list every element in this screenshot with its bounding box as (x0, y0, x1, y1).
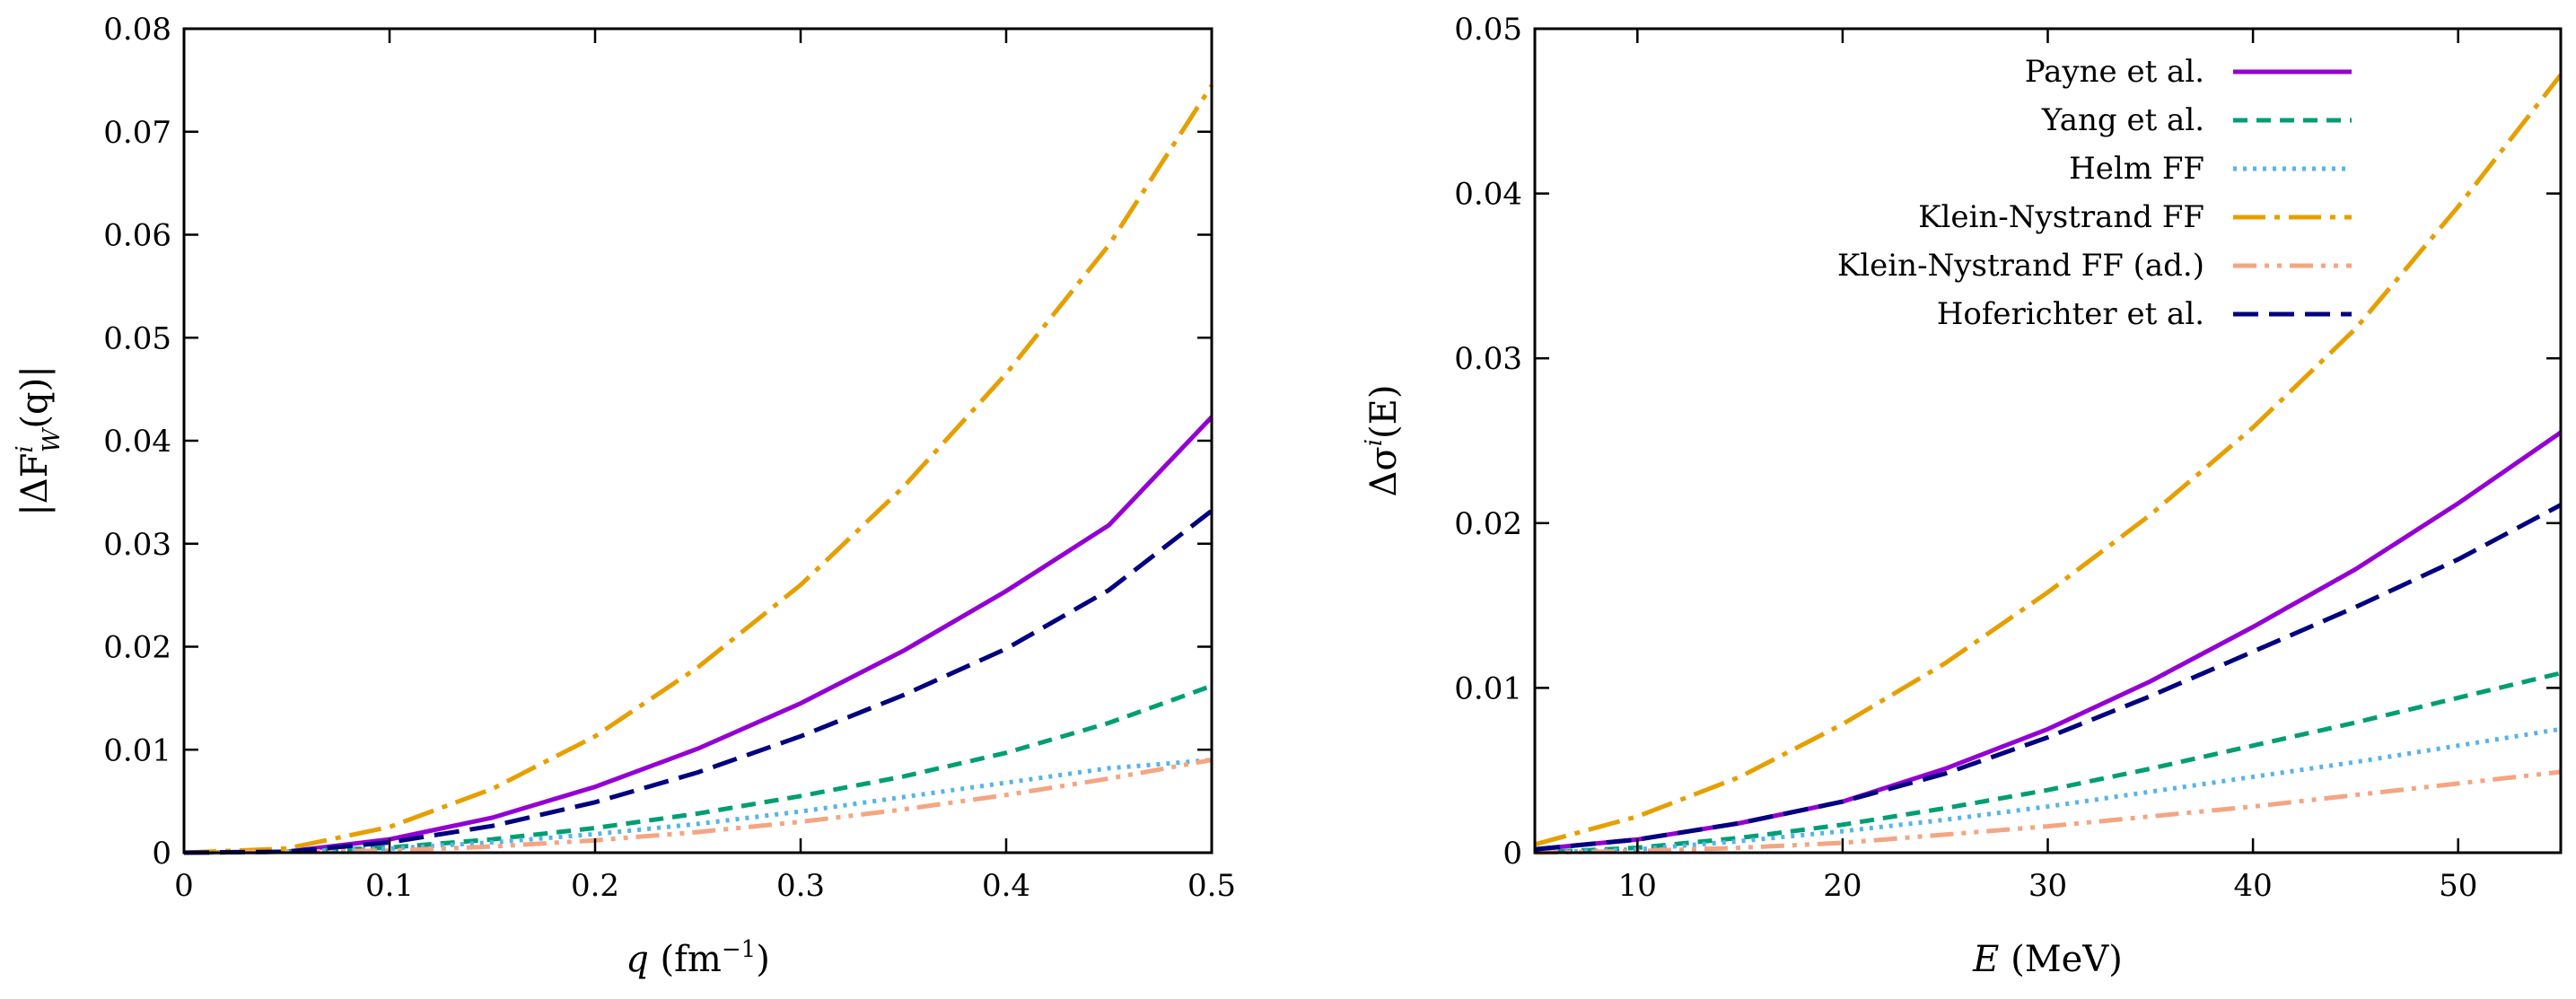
left-y-tick-label: 0.04 (103, 424, 171, 460)
right-series-klein-nystrand-ff (1534, 73, 2563, 847)
right-y-tick-label: 0.02 (1454, 506, 1522, 542)
right-y-tick-label: 0 (1503, 836, 1522, 872)
right-series-hoferichter-et-al (1534, 503, 2563, 852)
left-x-tick-label: 0 (174, 868, 194, 904)
left-plot-frame (182, 27, 1214, 854)
right-y-tick-label: 0.03 (1454, 341, 1522, 377)
left-y-tick-label: 0.08 (103, 12, 171, 48)
legend-label-hoferichter-et-al: Hoferichter et al. (1937, 296, 2204, 332)
right-y-axis-label: Δσi(E) (1361, 385, 1405, 497)
left-panel: 0 0.1 0.2 0.3 0.4 0.5 0 0.01 0.02 0.03 0.04 0.05 0.0… (12, 12, 1236, 980)
legend-label-klein-nystrand-ff-ad: Klein-Nystrand FF (ad.) (1837, 248, 2204, 284)
left-series-hoferichter-et-al (183, 509, 1214, 855)
left-x-tick-label: 0.2 (571, 868, 619, 904)
left-y-axis-label: |ΔFiW(q)| (12, 365, 66, 515)
legend-label-payne-et-al: Payne et al. (2025, 54, 2204, 90)
right-y-tick-label: 0.01 (1454, 670, 1522, 706)
left-y-tick-label: 0.01 (103, 732, 171, 768)
legend-label-helm-ff: Helm FF (2069, 151, 2204, 187)
right-series-payne-et-al (1534, 430, 2563, 852)
right-y-tick-label: 0.04 (1454, 177, 1522, 213)
left-x-axis-label: q (fm−1) (626, 936, 770, 980)
right-series-yang-et-al (1534, 670, 2562, 855)
left-y-tick-label: 0.03 (103, 527, 171, 563)
legend-label-klein-nystrand-ff: Klein-Nystrand FF (1918, 199, 2204, 235)
right-series-klein-nystrand-ff-ad (1534, 769, 2562, 855)
left-x-tick-label: 0.5 (1187, 868, 1236, 904)
left-series-yang-et-al (183, 683, 1213, 855)
right-series-group (1534, 73, 2563, 855)
right-x-tick-label: 40 (2233, 868, 2272, 904)
left-x-tick-label: 0.1 (365, 868, 414, 904)
right-series-helm-ff (1534, 726, 2562, 855)
left-y-tick-label: 0.06 (103, 218, 171, 254)
right-x-tick-label: 20 (1823, 868, 1862, 904)
right-x-axis-label: E (MeV) (1972, 939, 2123, 980)
right-y-tick-label: 0.05 (1454, 12, 1522, 48)
left-y-tick-label: 0.07 (103, 115, 171, 151)
left-y-tick-label: 0.02 (103, 630, 171, 666)
right-x-tick-label: 10 (1618, 868, 1657, 904)
right-x-tick-label: 30 (2028, 868, 2067, 904)
left-series-klein-nystrand-ff-ad (183, 758, 1213, 855)
left-x-tick-label: 0.4 (982, 868, 1030, 904)
left-x-tick-label: 0.3 (776, 868, 825, 904)
legend-label-yang-et-al: Yang et al. (2041, 102, 2204, 138)
left-series-group (183, 83, 1214, 855)
right-panel: 10 20 30 40 50 0 0.01 0.02 0.03 0.04 0.05 E (MeV) Δσ… (1361, 12, 2563, 980)
left-y-tick-label: 0.05 (103, 320, 171, 356)
left-series-payne-et-al (183, 415, 1214, 855)
right-x-tick-label: 50 (2439, 868, 2477, 904)
left-series-klein-nystrand-ff (183, 83, 1214, 855)
legend: Payne et al. Yang et al. Helm FF Klein-Nyst… (1837, 54, 2352, 332)
left-y-tick-label: 0 (152, 836, 171, 872)
